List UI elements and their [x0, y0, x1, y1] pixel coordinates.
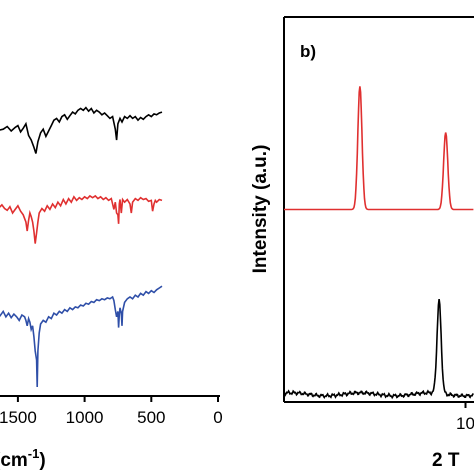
pxrd-series-2: [283, 298, 474, 400]
panel-b-x-axis-label: 2 T: [432, 450, 460, 471]
panel-b: b) Intensity (a.u.) 10 2 T: [250, 16, 474, 471]
ftir-series-3: [0, 285, 163, 388]
ftir-series-2: [0, 194, 163, 244]
pxrd-series-1: [284, 86, 474, 211]
panel-a-tick-label-1: 1500: [0, 408, 37, 427]
panel-a-series-group: [0, 106, 163, 388]
panel-b-series-group: [283, 86, 474, 400]
ftir-series-1: [0, 106, 163, 154]
panel-a-x-ticks: 1500 1000 500 0: [0, 396, 223, 427]
panel-a-tick-label-2: 1000: [66, 408, 104, 427]
panel-a-x-label-suffix: ): [39, 450, 45, 471]
panel-b-y-axis-label: Intensity (a.u.): [250, 145, 271, 274]
panel-a-x-label-prefix: (cm: [0, 450, 28, 471]
panel-b-tick-label-1: 10: [456, 414, 474, 433]
panel-a: 1500 1000 500 0 (cm-1): [0, 106, 223, 471]
panel-b-label: b): [300, 42, 316, 61]
panel-a-tick-label-4: 0: [213, 408, 222, 427]
panel-a-x-label-superscript: -1: [28, 446, 40, 461]
panel-a-tick-label-3: 500: [137, 408, 165, 427]
panel-a-x-axis-label: (cm-1): [0, 446, 46, 471]
panel-b-x-ticks: 10: [456, 402, 474, 433]
